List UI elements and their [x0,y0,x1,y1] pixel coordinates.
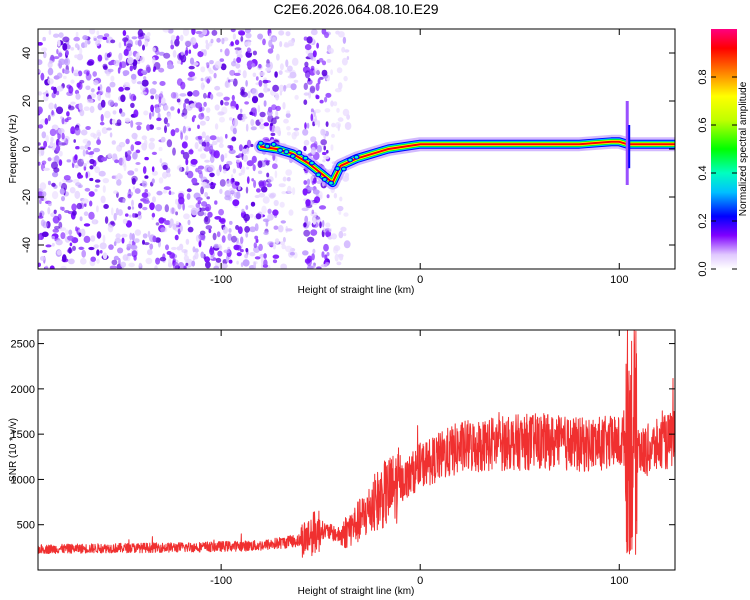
colorbar: 0.0 0.2 0.4 0.6 0.8 Normalized spectral ampl… [697,29,749,277]
spectrogram-ytick-label: -20 [21,189,33,205]
snr-frame [37,329,676,571]
snr-xtick-label: -100 [210,575,232,587]
colorbar-ticks: 0.0 0.2 0.4 0.6 0.8 [697,69,737,277]
snr-ytick-label: 2000 [11,384,35,396]
colorbar-label: Normalized spectral amplitude [738,81,749,216]
figure-title: C2E6.2026.064.08.10.E29 [273,1,438,17]
snr-xtick-label: 100 [610,575,628,587]
spectrogram-ridge [253,101,675,190]
snr-ytick-label: 1500 [11,429,35,441]
snr-ytick-label: 1000 [11,474,35,486]
spectrogram-xtick-label: 100 [610,274,628,286]
snr-xtick-label: 0 [417,575,423,587]
colorbar-gradient [711,29,737,269]
colorbar-tick-label: 0.8 [697,69,709,84]
snr-ylabel: SNR (10 * v/v) [8,418,19,482]
snr-ticks: -100 0 100 500 1000 1500 2000 2500 [11,330,675,587]
snr-ytick-label: 2500 [11,339,35,351]
colorbar-tick-label: 0.0 [697,261,709,276]
snr-ytick-label: 500 [17,520,35,532]
spectrogram-noise [38,29,352,269]
snr-series-line [38,330,675,558]
spectrogram-ytick-label: 0 [21,146,33,152]
colorbar-tick-label: 0.4 [697,165,709,180]
spectrogram-xlabel: Height of straight line (km) [298,285,415,296]
spectrogram-ytick-label: 40 [21,47,33,59]
spectrogram-ytick-label: -40 [21,237,33,253]
spectrogram-ytick-label: 20 [21,95,33,107]
colorbar-tick-label: 0.6 [697,117,709,132]
spectrogram-xtick-label: -100 [210,274,232,286]
spectrogram-panel: -100 0 100 -40 -20 0 20 40 Height of straight l… [8,28,676,296]
spectrogram-xtick-label: 0 [417,274,423,286]
colorbar-tick-label: 0.2 [697,213,709,228]
spectrogram-ticks: -100 0 100 -40 -20 0 20 40 [21,29,675,286]
snr-panel: -100 0 100 500 1000 1500 2000 2500 Height of st… [8,329,676,597]
spectrogram-ylabel: Frequency (Hz) [8,115,19,184]
snr-xlabel: Height of straight line (km) [298,586,415,597]
